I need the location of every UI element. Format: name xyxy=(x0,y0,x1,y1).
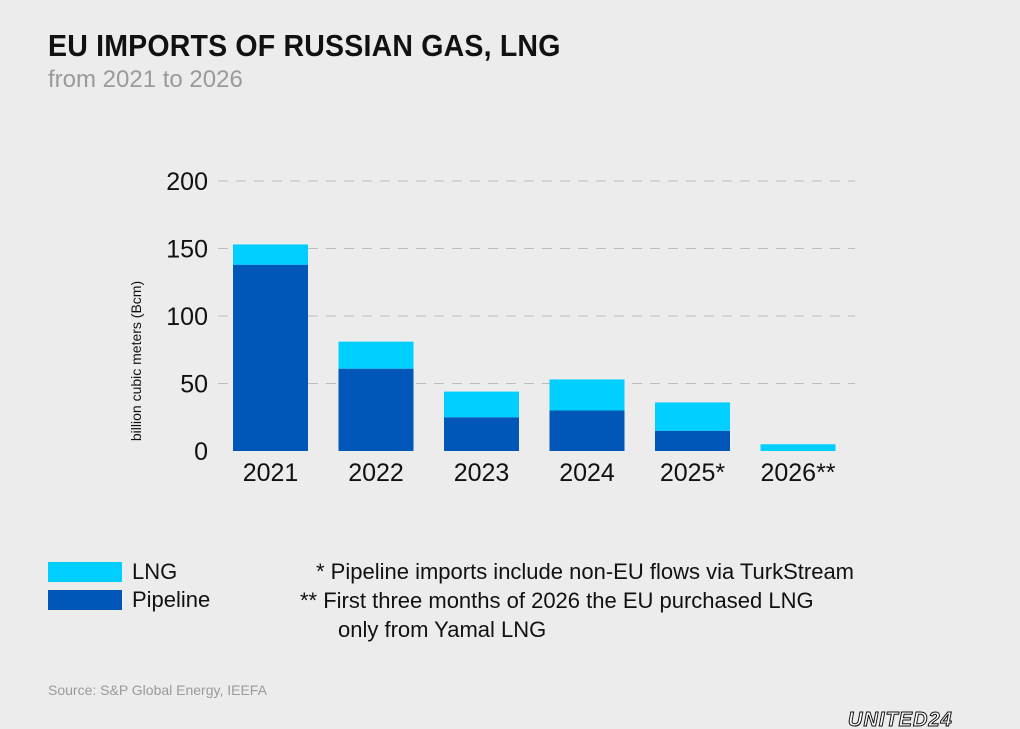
bar-lng xyxy=(233,244,308,265)
x-tick-label: 2024 xyxy=(559,459,615,487)
footnote-2-continued: only from Yamal LNG xyxy=(338,617,547,642)
footnote-1: * Pipeline imports include non-EU flows … xyxy=(316,559,855,584)
footnote-2: ** First three months of 2026 the EU pur… xyxy=(300,588,814,613)
y-tick-label: 50 xyxy=(180,371,208,399)
source-note: Source: S&P Global Energy, IEEFA xyxy=(48,682,267,698)
legend: LNG Pipeline xyxy=(48,558,210,614)
chart-subtitle: from 2021 to 2026 xyxy=(48,66,243,93)
bar-pipeline xyxy=(444,417,519,451)
y-tick-label: 100 xyxy=(166,303,208,331)
legend-item-lng: LNG xyxy=(48,558,210,586)
x-tick-label: 2026** xyxy=(760,459,835,487)
bar-pipeline xyxy=(549,410,625,451)
bar-chart: 0 50 100 150 200 billion cubic meters (Bcm) 20… xyxy=(128,168,855,487)
x-tick-label: 2025* xyxy=(660,459,726,487)
x-tick-label: 2023 xyxy=(454,459,510,487)
brand-logo: UNITED24 xyxy=(848,709,953,729)
y-tick-label: 150 xyxy=(166,236,208,264)
legend-swatch-lng xyxy=(48,562,122,582)
footnotes: * Pipeline imports include non-EU flows … xyxy=(300,557,854,644)
bar-lng xyxy=(338,341,414,369)
bar-lng xyxy=(549,379,625,411)
bar-pipeline xyxy=(338,368,414,451)
y-tick-label: 200 xyxy=(166,168,208,196)
y-axis-label: billion cubic meters (Bcm) xyxy=(128,281,144,441)
bar-lng xyxy=(444,391,519,418)
legend-swatch-pipeline xyxy=(48,590,122,610)
chart-title: EU IMPORTS OF RUSSIAN GAS, LNG xyxy=(48,28,561,63)
y-tick-label: 0 xyxy=(194,438,208,466)
legend-label-pipeline: Pipeline xyxy=(132,587,211,612)
legend-label-lng: LNG xyxy=(132,559,178,584)
x-tick-label: 2021 xyxy=(243,459,299,487)
bar-pipeline xyxy=(655,430,730,451)
legend-item-pipeline: Pipeline xyxy=(48,586,210,614)
bar-pipeline xyxy=(233,264,308,451)
x-tick-label: 2022 xyxy=(348,459,404,487)
bar-lng xyxy=(760,444,836,451)
bar-lng xyxy=(655,402,730,431)
